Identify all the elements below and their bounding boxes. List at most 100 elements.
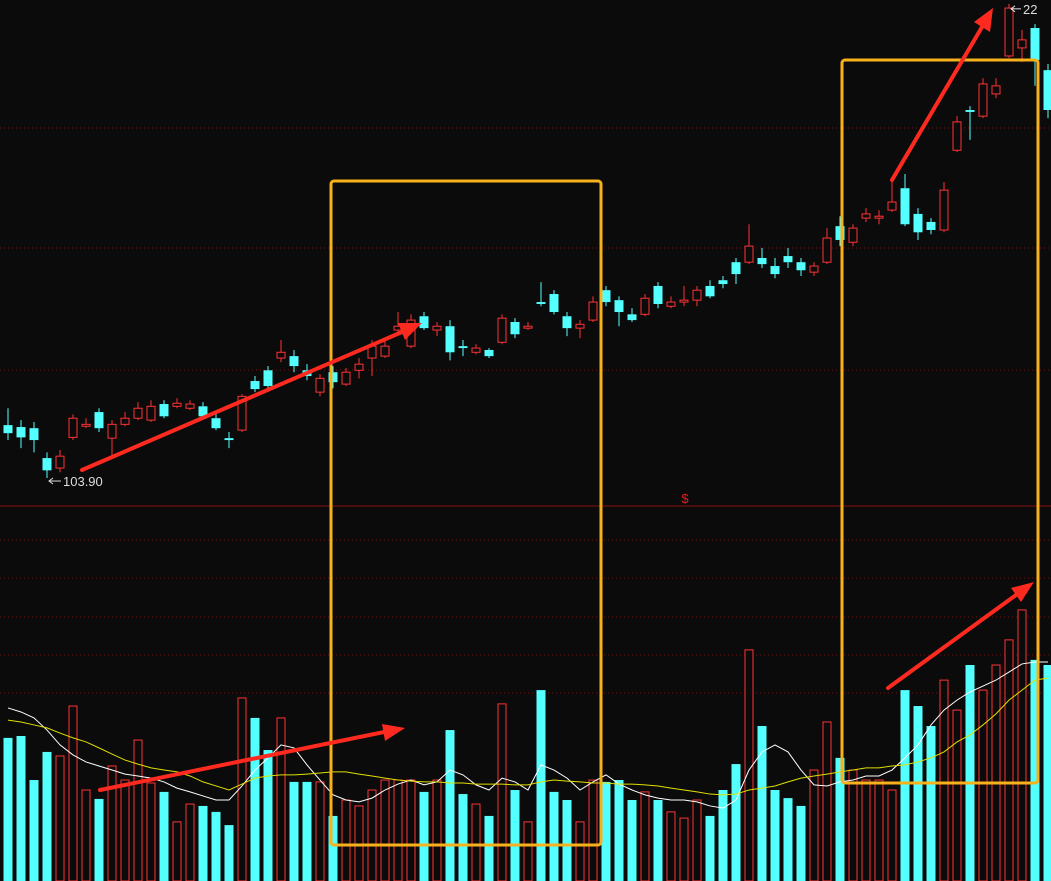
volume-bar (848, 769, 858, 881)
label-arrow-head (48, 477, 54, 485)
volume-bar (354, 805, 364, 881)
candle-body (3, 425, 13, 434)
volume-bar (445, 730, 455, 881)
volume-bar (302, 781, 312, 881)
candle-body (172, 402, 182, 407)
candle-body (991, 85, 1001, 95)
volume-bar (887, 789, 897, 881)
arrow-head (974, 8, 993, 32)
arrow (98, 730, 386, 792)
volume-bar (991, 664, 1001, 881)
volume-bar (198, 805, 208, 881)
marker: $ (681, 491, 689, 506)
volume-bar (42, 751, 52, 881)
volume-bar (393, 779, 403, 881)
candle-body (939, 189, 949, 231)
candle-body (627, 314, 637, 321)
candle-body (965, 110, 975, 112)
volume-bar (367, 789, 377, 881)
volume-bar (536, 690, 546, 881)
volume-bar (1004, 639, 1014, 881)
candle-body (653, 285, 663, 304)
candle-body (978, 83, 988, 117)
candle-body (146, 405, 156, 421)
highlight-box (329, 179, 603, 847)
volume-bar (237, 697, 247, 881)
volume-bar (419, 791, 429, 881)
volume-bar (159, 791, 169, 881)
volume-bar (1043, 665, 1051, 881)
candle-body (913, 213, 923, 233)
volume-bar (679, 817, 689, 881)
volume-bar (562, 800, 572, 881)
candle-body (419, 316, 429, 329)
candle-body (952, 121, 962, 151)
volume-bar (588, 779, 598, 881)
candle-body (120, 417, 130, 425)
candle-body (562, 316, 572, 329)
candle-body (575, 323, 585, 329)
candle-body (107, 423, 117, 439)
volume-bar (185, 803, 195, 881)
volume-bar (29, 780, 39, 881)
volume-bar (484, 815, 494, 881)
volume-bar (146, 782, 156, 881)
candle-body (445, 326, 455, 353)
candle-body (471, 347, 481, 353)
volume-bar (601, 781, 611, 881)
volume-bar (666, 811, 676, 881)
candle-body (900, 188, 910, 225)
arrow (886, 593, 1018, 690)
candle-body (666, 301, 676, 307)
volume-bar (978, 689, 988, 881)
volume-bar (276, 717, 286, 881)
candle-body (835, 226, 845, 240)
candle-body (237, 395, 247, 431)
candle-body (718, 280, 728, 285)
candle-body (198, 406, 208, 417)
volume-bar (328, 815, 338, 881)
candle-body (861, 213, 871, 219)
candle-body (1030, 27, 1040, 61)
highlight-box (840, 58, 1040, 785)
volume-bar (1017, 609, 1027, 881)
candle-body (42, 458, 52, 471)
arrow-head (382, 724, 405, 741)
candle-body (458, 346, 468, 349)
volume-bar (731, 764, 741, 881)
candle-body (159, 404, 169, 417)
arrow (890, 25, 984, 182)
volume-bar (120, 779, 130, 881)
candle-body (354, 363, 364, 371)
volume-bar (432, 779, 442, 881)
volume-bar (744, 649, 754, 881)
volume-bar (471, 803, 481, 881)
candle-body (549, 294, 559, 313)
candle-body (523, 325, 533, 329)
volume-bar (770, 790, 780, 881)
candle-body (94, 412, 104, 429)
volume-bar (510, 790, 520, 881)
candle-body (822, 237, 832, 263)
volume-bar (614, 780, 624, 881)
candle-body (289, 356, 299, 367)
candle-body (614, 300, 624, 313)
candle-body (770, 266, 780, 275)
volume-bar (692, 799, 702, 881)
volume-bar (835, 757, 845, 881)
volume-bar (757, 726, 767, 881)
volume-bar (952, 709, 962, 881)
arrow-head (1011, 582, 1034, 602)
volume-bar (55, 755, 65, 881)
volume-bar (575, 821, 585, 881)
candle-body (81, 423, 91, 427)
candle-body (731, 262, 741, 275)
candle-body (1043, 70, 1051, 111)
candle-body (679, 299, 689, 303)
volume-bar (861, 779, 871, 881)
volume-bar (809, 769, 819, 881)
volume-bar (1030, 659, 1040, 881)
candle-body (185, 403, 195, 409)
volume-bar (874, 779, 884, 881)
